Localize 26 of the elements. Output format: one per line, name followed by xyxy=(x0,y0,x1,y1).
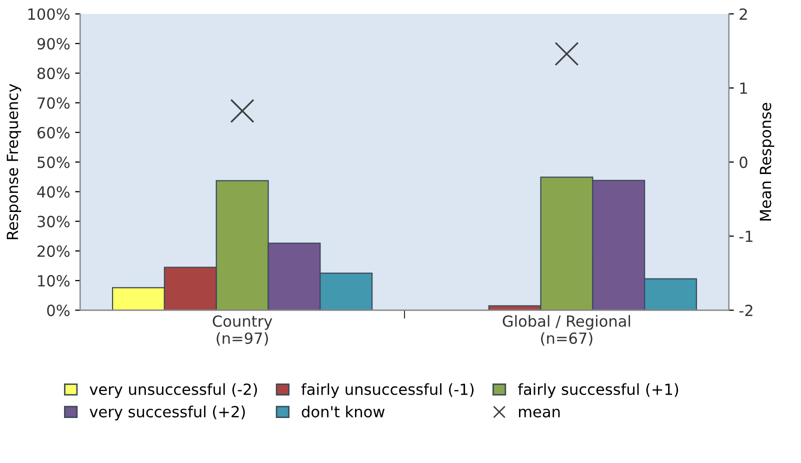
legend-label: very unsuccessful (-2) xyxy=(90,383,257,398)
legend-label: fairly successful (+1) xyxy=(518,383,678,398)
legend-label: very successful (+2) xyxy=(90,406,245,420)
legend-label: don't know xyxy=(302,406,385,418)
y-tick-label: 10% xyxy=(38,275,70,287)
y2-tick-label: -2 xyxy=(739,304,752,316)
y-tick-label: 60% xyxy=(37,126,70,138)
y-tick-label: 70% xyxy=(38,97,70,109)
y-tick-label: 20% xyxy=(38,245,70,257)
y-tick-label: 90% xyxy=(37,38,70,50)
legend-label: fairly unsuccessful (-1) xyxy=(301,383,474,398)
x-tick-label: Country (n=97) xyxy=(212,315,272,346)
y-tick-label: 50% xyxy=(38,156,70,168)
y2-tick-label: 1 xyxy=(740,82,747,94)
legend-label: mean xyxy=(519,408,560,418)
y-tick-label: 40% xyxy=(37,186,70,198)
y-tick-label: 0% xyxy=(47,304,70,316)
y2-tick-label: -1 xyxy=(739,230,752,242)
y-tick-label: 100% xyxy=(28,8,70,20)
y-tick-label: 30% xyxy=(38,216,70,228)
y2-tick-label: 0 xyxy=(740,156,748,168)
x-tick-label: Global / Regional (n=67) xyxy=(502,315,630,346)
y-tick-label: 80% xyxy=(37,68,70,80)
y2-tick-label: 2 xyxy=(740,8,747,20)
y-axis-title: Response Frequency xyxy=(6,84,22,240)
y2-axis-title: Mean Response xyxy=(760,102,774,220)
